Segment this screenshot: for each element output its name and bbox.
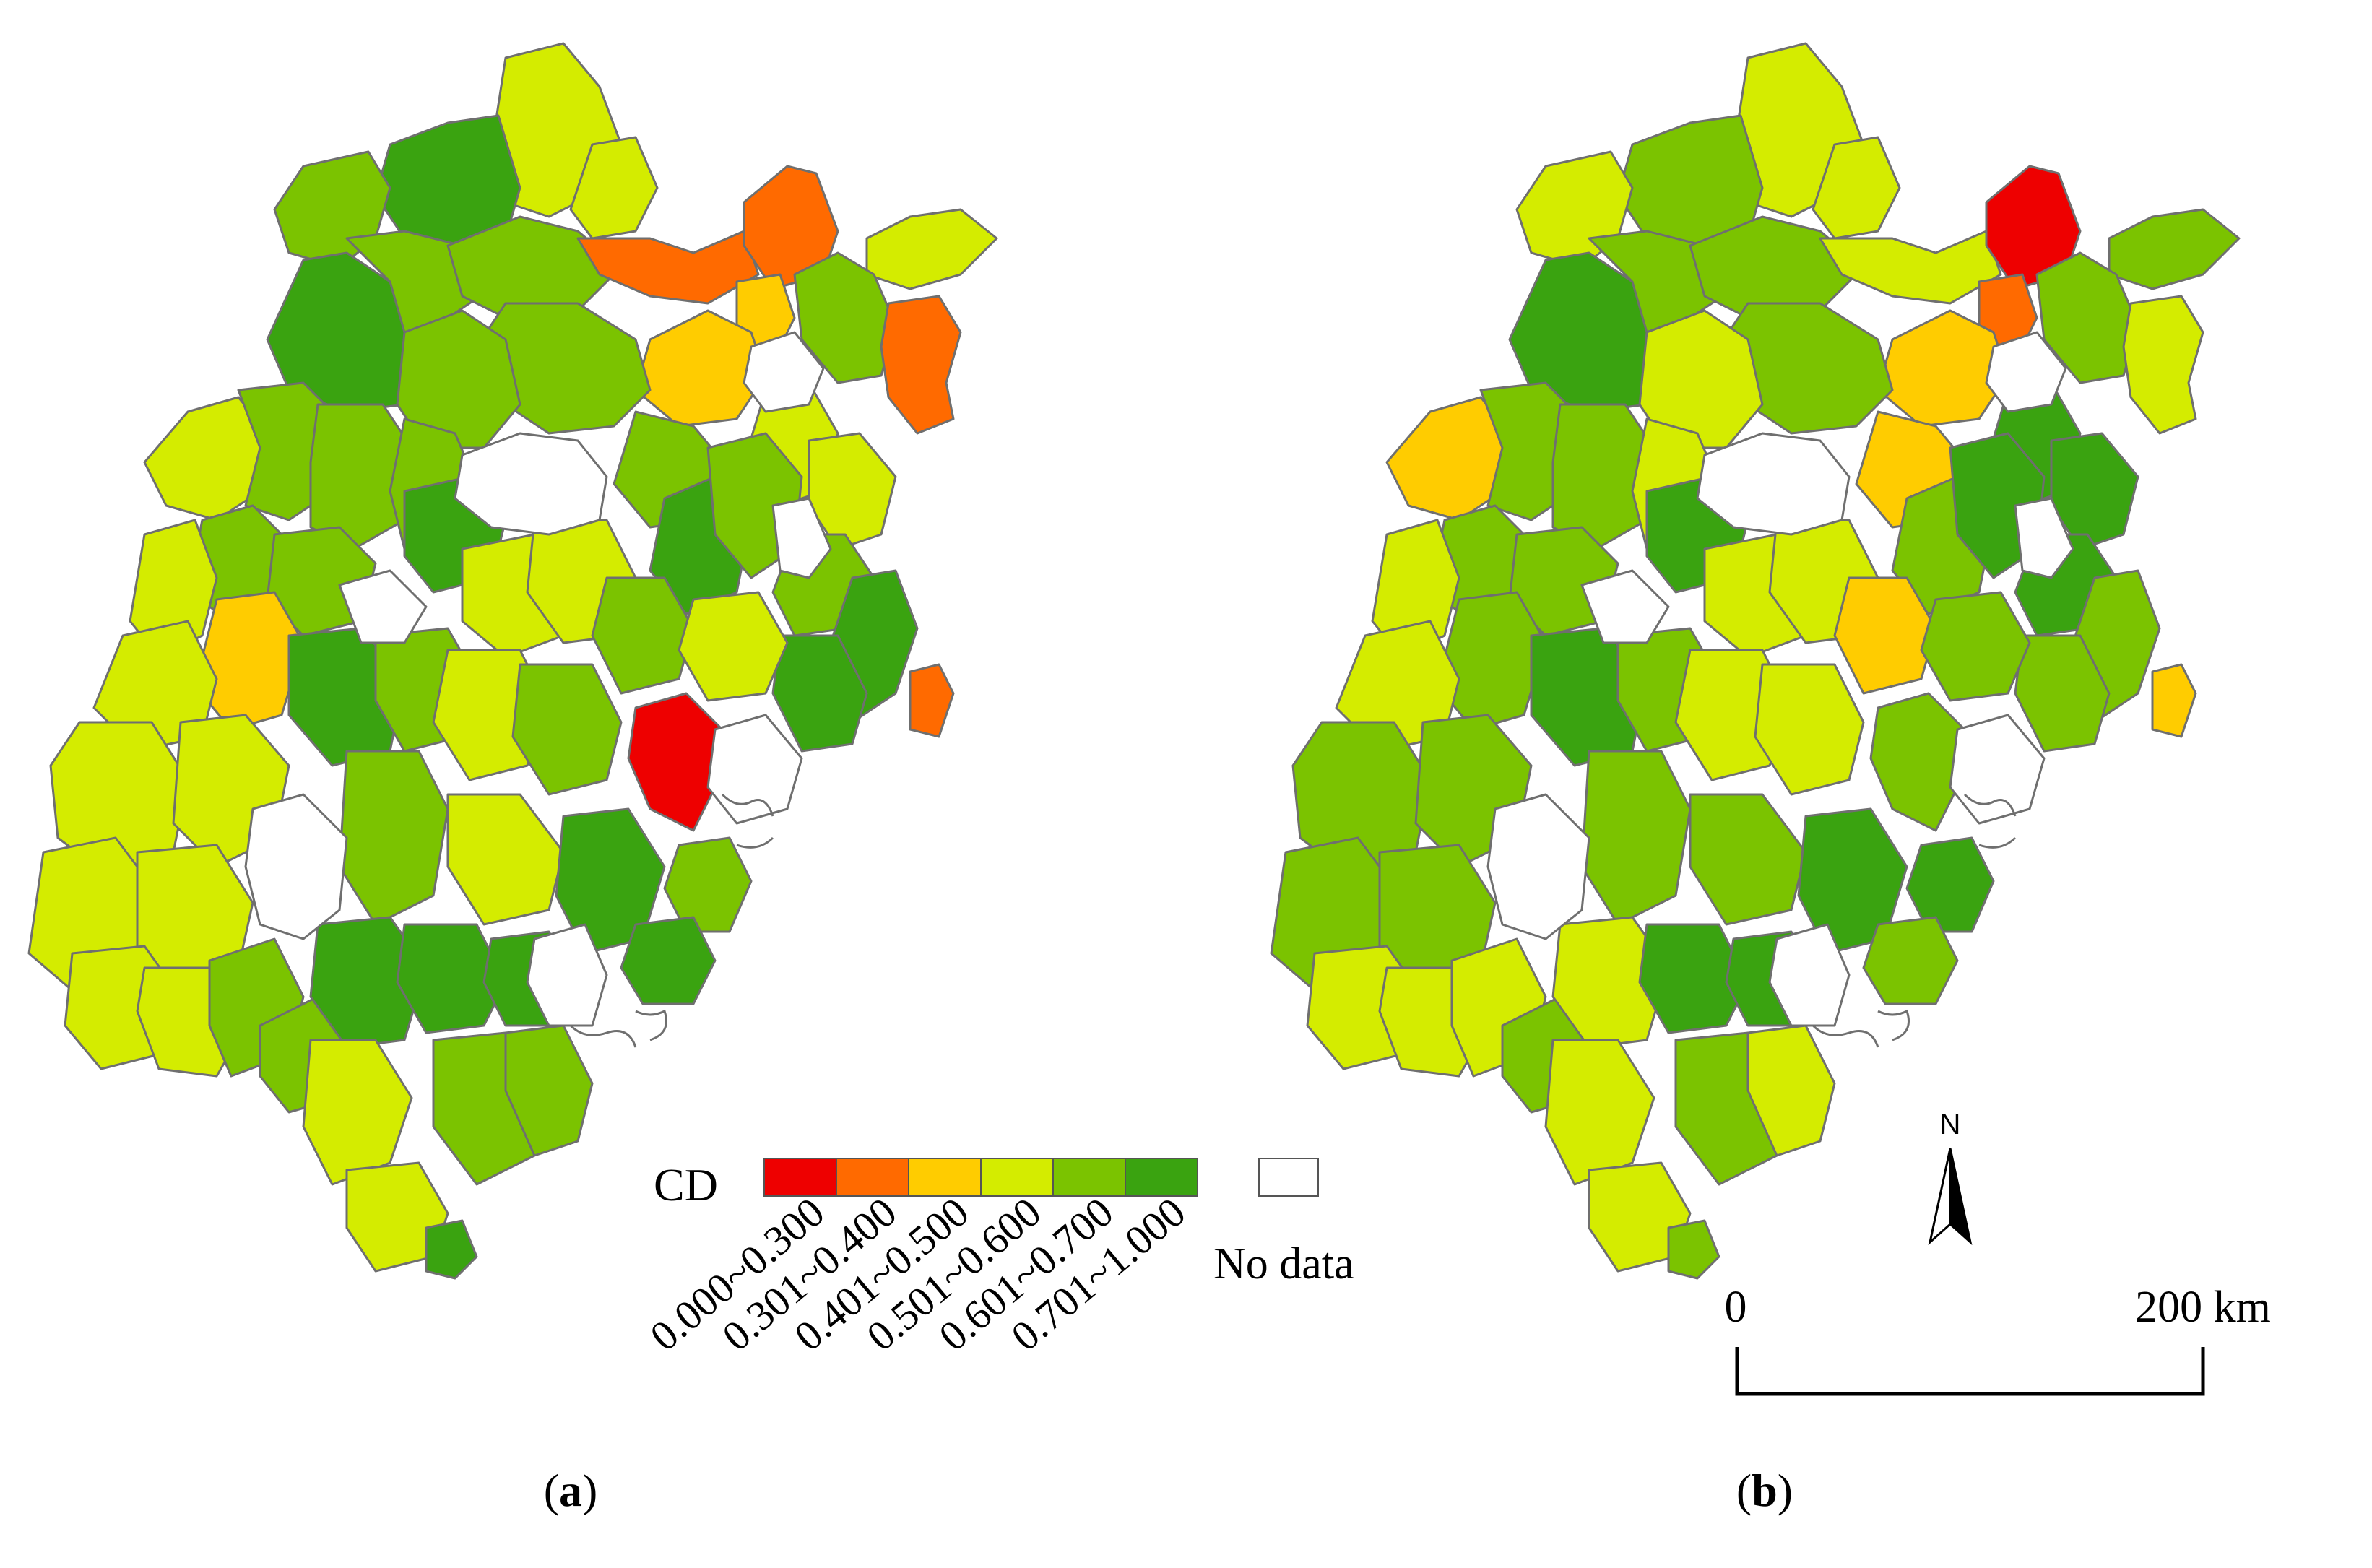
county-region xyxy=(880,295,962,435)
county-region xyxy=(1667,1219,1720,1280)
county-region xyxy=(1812,136,1901,240)
county-region xyxy=(1833,576,1937,695)
county-region xyxy=(338,750,449,926)
county-region xyxy=(743,165,839,290)
county-region xyxy=(1544,1039,1655,1186)
county-region xyxy=(1551,403,1655,550)
north-arrow-right-icon xyxy=(1949,1148,1973,1246)
no-data-region xyxy=(454,432,608,536)
no-data-region xyxy=(1768,923,1851,1027)
legend-no-data-label: No data xyxy=(1213,1239,1354,1288)
scale-bar: 0 200 km xyxy=(1725,1283,2271,1396)
north-arrow-left-icon xyxy=(1928,1148,1952,1246)
svg-text:(a): (a) xyxy=(544,1465,598,1516)
no-data-region xyxy=(2014,497,2074,579)
county-region xyxy=(865,208,998,290)
map-panel-b xyxy=(1270,42,2241,1280)
no-data-region xyxy=(338,569,428,644)
county-region xyxy=(1869,692,1966,832)
legend-swatch xyxy=(1125,1158,1198,1197)
county-region xyxy=(1436,591,1547,731)
no-data-region xyxy=(1949,714,2046,825)
legend-labels: 0.000~0.300 0.301~0.400 0.401~0.500 0.50… xyxy=(641,1188,1195,1360)
legend-title: CD xyxy=(654,1159,718,1210)
county-region xyxy=(1551,916,1670,1049)
county-region xyxy=(620,916,717,1005)
county-region xyxy=(1580,750,1692,926)
scale-start-label: 0 xyxy=(1725,1283,1747,1332)
no-data-region xyxy=(743,331,825,413)
county-region xyxy=(2151,663,2197,738)
legend-swatch xyxy=(980,1158,1054,1197)
county-region xyxy=(309,916,428,1049)
county-region xyxy=(2014,634,2111,753)
county-region xyxy=(1689,793,1807,926)
no-data-region xyxy=(526,923,608,1027)
county-region xyxy=(1638,309,1764,449)
county-region xyxy=(1689,215,1865,319)
county-region xyxy=(771,634,868,753)
county-region xyxy=(396,309,521,449)
county-region xyxy=(425,1219,478,1280)
legend-swatch xyxy=(1052,1158,1126,1197)
county-region xyxy=(663,836,753,933)
county-region xyxy=(576,230,760,305)
county-region xyxy=(446,215,623,319)
county-region xyxy=(194,591,305,731)
no-data-region xyxy=(1486,793,1590,940)
north-label: N xyxy=(1940,1109,1961,1140)
county-region xyxy=(1862,916,1959,1005)
county-region xyxy=(2108,208,2241,290)
county-region xyxy=(2122,295,2204,435)
legend-swatch xyxy=(836,1158,909,1197)
county-region xyxy=(591,576,695,695)
panel-label-b-text: b xyxy=(1752,1465,1778,1516)
county-region xyxy=(511,663,623,796)
county-region xyxy=(302,1039,413,1186)
coastline-detail xyxy=(569,793,774,1048)
legend-no-data-swatch xyxy=(1258,1158,1319,1197)
county-region xyxy=(909,663,955,738)
scale-bar-line xyxy=(1735,1347,2205,1396)
county-region xyxy=(446,793,565,926)
county-region xyxy=(129,519,218,659)
county-region xyxy=(1819,230,2002,305)
county-region xyxy=(1985,165,2082,290)
county-region xyxy=(1905,836,1995,933)
legend: CD 0.000~0.300 0.301~0.400 0.401~0.500 0… xyxy=(641,1158,1354,1360)
no-data-region xyxy=(1985,331,2067,413)
map-panel-a xyxy=(27,42,998,1280)
no-data-region xyxy=(771,497,832,579)
svg-text:(b): (b) xyxy=(1736,1465,1793,1516)
county-region xyxy=(1371,519,1460,659)
county-region xyxy=(1638,923,1749,1034)
county-region xyxy=(1754,663,1865,796)
no-data-region xyxy=(244,793,348,940)
panel-label-b: (b) xyxy=(1736,1465,1793,1516)
county-region xyxy=(1920,591,2031,702)
coastline-detail xyxy=(1812,793,2017,1048)
no-data-region xyxy=(1696,432,1851,536)
county-region xyxy=(678,591,789,702)
no-data-region xyxy=(1580,569,1670,644)
scale-end-label: 200 km xyxy=(2135,1283,2271,1332)
county-region xyxy=(627,692,724,832)
county-region xyxy=(569,136,659,240)
north-arrow: N xyxy=(1928,1109,1973,1246)
legend-swatches xyxy=(763,1158,1198,1197)
county-region xyxy=(309,403,413,550)
panel-label-a-text: a xyxy=(559,1465,582,1516)
county-region xyxy=(396,923,507,1034)
panel-label-a: (a) xyxy=(544,1465,598,1516)
no-data-region xyxy=(706,714,803,825)
